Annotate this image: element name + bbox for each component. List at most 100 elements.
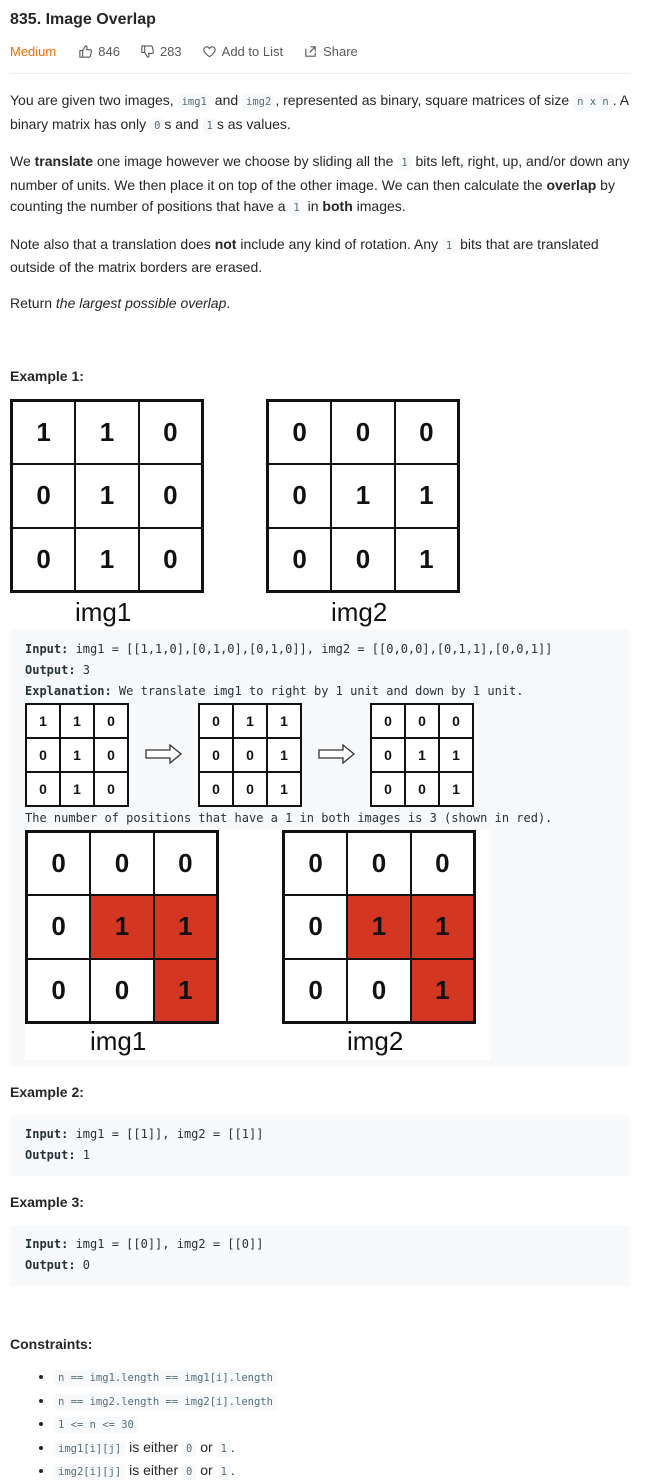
like-button[interactable]: 846	[78, 44, 120, 59]
text: You are given two images,	[10, 92, 178, 108]
input-value: img1 = [[1,1,0],[0,1,0],[0,1,0]], img2 =…	[68, 642, 553, 656]
constraints-heading: Constraints:	[10, 1336, 93, 1352]
constraint-code: 1 <= n <= 30	[54, 1417, 138, 1433]
matrix-cell: 0	[284, 832, 348, 896]
constraint-item: img1[i][j] is either 0 or 1.	[54, 1437, 630, 1461]
matrix-cell: 1	[153, 958, 217, 1022]
matrix-cell: 0	[27, 895, 91, 959]
input-value: img1 = [[0]], img2 = [[0]]	[68, 1237, 264, 1251]
matrix-cell: 0	[371, 772, 405, 806]
desc-paragraph-4: Return the largest possible overlap.	[10, 293, 630, 315]
text: Note also that a translation does	[10, 235, 215, 252]
code-n-x-n: n x n	[573, 94, 613, 110]
matrix-cell: 0	[347, 958, 411, 1022]
matrix-cell: 1	[405, 738, 439, 772]
constraint-text: or	[196, 1438, 217, 1455]
constraint-code: n == img2.length == img2[i].length	[54, 1393, 277, 1410]
text: by counting the number of positions that…	[10, 176, 615, 215]
output-line: Output: 1	[25, 1145, 630, 1166]
constraint-code: n == img1.length == img1[i].length	[54, 1370, 277, 1386]
example-3-heading: Example 3:	[10, 1194, 84, 1210]
overlap-img1-label: img1	[90, 1026, 147, 1056]
matrix-cell: 1	[347, 895, 411, 959]
text: Return	[10, 294, 56, 311]
like-count: 846	[98, 43, 120, 59]
matrix-cell: 0	[405, 772, 439, 806]
desc-paragraph-3: Note also that a translation does not in…	[10, 234, 630, 279]
matrix-cell: 0	[233, 738, 267, 772]
matrix-cell: 1	[75, 527, 139, 591]
matrix-cell: 0	[410, 832, 474, 896]
matrix-cell: 1	[439, 738, 473, 772]
text: s and	[164, 115, 203, 132]
matrix-cell: 0	[12, 527, 76, 591]
add-to-list-button[interactable]: Add to List	[202, 44, 283, 59]
text: .	[226, 294, 231, 311]
code-img1: img1	[177, 94, 211, 110]
example-3-code-block: Input: img1 = [[0]], img2 = [[0]] Output…	[10, 1225, 630, 1286]
constraint-code: img2[i][j]	[54, 1464, 126, 1480]
constraint-text: is either	[125, 1462, 183, 1478]
constraint-text: or	[196, 1462, 217, 1478]
output-label: Output:	[25, 1258, 76, 1272]
img1-label: img1	[75, 597, 132, 627]
matrix-cell: 0	[26, 772, 60, 806]
text: We	[10, 153, 35, 169]
text: s as values.	[216, 115, 291, 132]
constraint-code: 0	[182, 1464, 197, 1480]
output-line: Output: 3	[25, 660, 630, 681]
matrix-cell: 0	[331, 401, 395, 465]
constraint-code: 0	[182, 1440, 197, 1457]
constraint-code: 1	[216, 1464, 231, 1480]
desc-paragraph-2: We translate one image however we choose…	[10, 151, 630, 220]
dislike-button[interactable]: 283	[140, 44, 182, 59]
matrix-cell: 1	[331, 464, 395, 528]
code-0: 0	[150, 117, 165, 134]
matrix-cell: 1	[410, 958, 474, 1022]
matrix-cell: 0	[371, 704, 405, 738]
bold-both: both	[322, 198, 353, 214]
matrix-cell: 0	[199, 772, 233, 806]
matrix-cell: 1	[394, 464, 458, 528]
text: in	[303, 198, 323, 214]
share-button[interactable]: Share	[303, 44, 358, 59]
matrix-cell: 1	[12, 401, 76, 465]
thumbs-down-icon	[141, 44, 154, 58]
explanation-line: Explanation: We translate img1 to right …	[25, 681, 630, 702]
output-value: 3	[75, 663, 91, 677]
img2-label: img2	[331, 597, 388, 627]
constraint-text: .	[230, 1462, 235, 1478]
input-line: Input: img1 = [[0]], img2 = [[0]]	[25, 1234, 630, 1255]
matrix-cell: 0	[371, 738, 405, 772]
heart-icon	[202, 45, 216, 57]
input-label: Input:	[25, 642, 69, 656]
matrix-cell: 0	[268, 527, 332, 591]
difficulty-badge: Medium	[10, 43, 57, 59]
example-1-heading: Example 1:	[10, 368, 84, 384]
example-1-code-block: Input: img1 = [[1,1,0],[0,1,0],[0,1,0]],…	[10, 629, 630, 1066]
code-1: 1	[441, 237, 457, 254]
example-2-heading: Example 2:	[10, 1084, 84, 1100]
desc-paragraph-1: You are given two images, img1 and img2,…	[10, 90, 630, 137]
text: bits left, right, up, and/or down any nu…	[10, 153, 630, 193]
add-to-list-label: Add to List	[221, 43, 284, 59]
arrow-right-icon	[318, 743, 356, 765]
matrix-cell: 1	[267, 738, 301, 772]
code-1: 1	[202, 117, 217, 134]
matrix-cell: 0	[405, 704, 439, 738]
thumbs-up-icon	[79, 44, 93, 58]
problem-meta-bar: Medium 846 283 Add to List Share	[10, 41, 630, 61]
output-label: Output:	[25, 1148, 76, 1162]
output-value: 0	[75, 1258, 91, 1272]
dislike-count: 283	[159, 43, 182, 59]
matrix-cell: 0	[284, 895, 348, 959]
matrix-cell: 0	[27, 958, 91, 1022]
bold-not: not	[214, 235, 237, 252]
matrix-cell: 1	[60, 704, 94, 738]
output-line: Output: 0	[25, 1255, 630, 1276]
